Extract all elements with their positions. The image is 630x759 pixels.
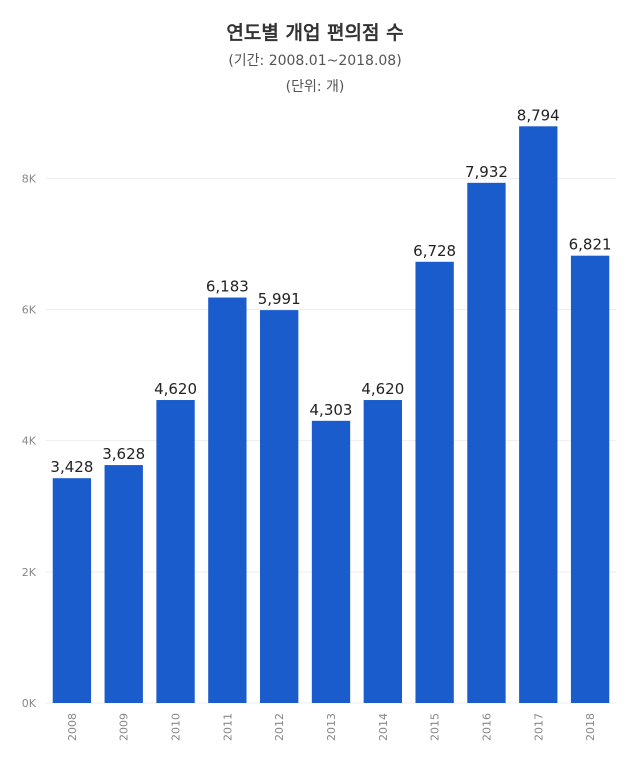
bar [208, 297, 247, 703]
x-tick-label: 2008 [66, 713, 79, 741]
y-tick-label: 2K [22, 566, 37, 579]
data-label: 6,183 [206, 278, 249, 296]
x-tick-label: 2012 [273, 713, 286, 741]
data-label: 3,628 [102, 445, 145, 463]
data-label: 4,303 [310, 401, 353, 419]
x-axis-ticks: 2008 2009 2010 2011 2012 2013 2014 2015 2016 2017… [66, 713, 597, 741]
bar [311, 420, 351, 703]
data-labels: 3,428 3,628 4,620 6,183 5,991 4,303 4,620 6,728… [50, 106, 611, 476]
y-tick-label: 6K [22, 304, 37, 317]
x-tick-label: 2015 [429, 713, 442, 741]
chart-title: 연도별 개업 편의점 수 [226, 22, 404, 44]
bar [519, 126, 558, 704]
bar [104, 465, 143, 703]
y-tick-label: 8K [22, 172, 37, 185]
chart-subtitle-period: (기간: 2008.01~2018.08) [228, 53, 402, 69]
y-tick-label: 4K [22, 435, 37, 448]
data-label: 6,728 [413, 242, 456, 260]
x-tick-label: 2009 [118, 713, 131, 741]
bar [415, 261, 454, 703]
data-label: 6,821 [569, 236, 612, 254]
x-tick-label: 2014 [377, 713, 390, 741]
x-tick-label: 2010 [170, 713, 183, 741]
bars [52, 126, 610, 704]
x-tick-label: 2017 [532, 713, 545, 741]
x-tick-label: 2018 [584, 713, 597, 741]
x-tick-label: 2011 [221, 713, 234, 741]
bar [52, 478, 92, 703]
bar [363, 400, 402, 703]
x-tick-label: 2013 [325, 713, 338, 741]
chart-subtitle-unit: (단위: 개) [285, 79, 345, 95]
bar [570, 255, 610, 703]
bar [467, 182, 506, 704]
bar [156, 400, 195, 703]
data-label: 4,620 [154, 380, 197, 398]
bar [260, 310, 299, 703]
y-axis-ticks: 0K 2K 4K 6K 8K [22, 172, 37, 710]
data-label: 5,991 [258, 290, 301, 308]
data-label: 8,794 [517, 106, 560, 124]
y-tick-label: 0K [22, 697, 37, 710]
data-label: 4,620 [361, 380, 404, 398]
x-tick-label: 2016 [480, 713, 493, 741]
data-label: 7,932 [465, 163, 508, 181]
data-label: 3,428 [50, 458, 93, 476]
